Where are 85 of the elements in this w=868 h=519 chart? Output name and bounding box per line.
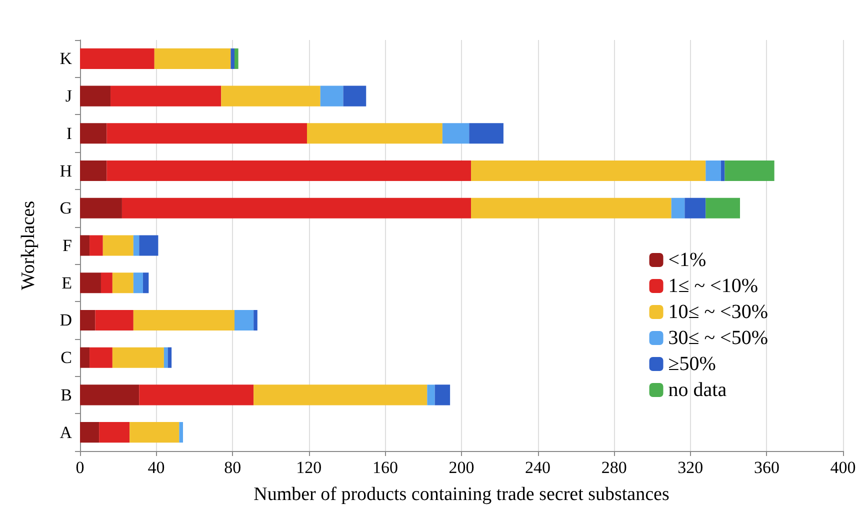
bar: [80, 347, 90, 368]
y-tick-label: J: [65, 86, 72, 106]
bar: [230, 48, 235, 69]
bar: [684, 198, 706, 218]
x-tick-label: 0: [76, 458, 84, 477]
y-tick-label: K: [60, 49, 73, 68]
bar: [102, 235, 134, 256]
bar: [90, 347, 112, 368]
bar: [706, 198, 740, 218]
bar: [221, 86, 320, 106]
bar: [142, 272, 149, 294]
x-tick-label: 360: [754, 458, 780, 477]
bar: [106, 123, 307, 144]
bar: [168, 347, 172, 368]
bar: [139, 235, 158, 256]
legend-label: 30≤ ~ <50%: [668, 327, 768, 349]
bar: [130, 422, 180, 443]
y-tick-label: F: [62, 236, 72, 255]
bar: [133, 272, 143, 294]
bar: [434, 384, 450, 406]
bar: [80, 235, 90, 256]
bar: [671, 198, 685, 218]
bar: [471, 198, 672, 218]
bar: [80, 123, 107, 144]
bar: [471, 160, 706, 182]
y-axis-title: Workplaces: [18, 200, 39, 290]
bar: [720, 160, 725, 182]
bar: [99, 422, 130, 443]
bar: [80, 422, 100, 443]
bar: [133, 310, 235, 330]
bar: [254, 384, 428, 406]
bar: [106, 160, 472, 182]
bar: [122, 198, 472, 218]
bar: [254, 310, 258, 330]
bar: [80, 310, 96, 330]
bar: [80, 160, 107, 182]
bar: [133, 235, 140, 256]
y-tick-label: E: [62, 273, 72, 292]
y-tick-label: B: [60, 385, 72, 404]
y-tick-label: G: [60, 198, 72, 218]
bar: [112, 272, 134, 294]
x-tick-label: 240: [525, 458, 551, 477]
x-tick-label: 120: [296, 458, 322, 477]
x-axis-title: Number of products containing trade secret substances: [254, 484, 670, 505]
bar: [90, 235, 103, 256]
bar: [100, 272, 112, 294]
bar: [469, 123, 504, 144]
bar: [112, 347, 164, 368]
y-tick-label: D: [60, 310, 72, 330]
legend-label: 1≤ ~ <10%: [668, 275, 758, 297]
x-tick-label: 400: [830, 458, 856, 477]
legend-label: <1%: [668, 249, 706, 271]
bar: [80, 384, 140, 406]
legend-label: no data: [668, 379, 727, 401]
y-tick-label: C: [60, 348, 72, 368]
bar: [139, 384, 254, 406]
legend-label: ≥50%: [668, 353, 716, 375]
bar: [95, 310, 134, 330]
x-tick-label: 80: [224, 458, 242, 477]
y-tick-label: H: [60, 161, 72, 180]
bar: [80, 272, 101, 294]
y-tick-label: A: [60, 422, 73, 442]
bar: [80, 48, 154, 69]
bar: [234, 310, 254, 330]
bar: [442, 123, 470, 144]
bar: [427, 384, 435, 406]
bar: [343, 86, 366, 106]
bar: [110, 86, 222, 106]
bar: [306, 123, 442, 144]
bar: [320, 86, 344, 106]
legend-label: 10≤ ~ <30%: [668, 301, 768, 323]
bar: [80, 198, 122, 218]
bar: [706, 160, 721, 182]
bar: [80, 86, 111, 106]
x-tick-label: 40: [148, 458, 165, 477]
y-tick-label: I: [66, 124, 72, 143]
bar: [164, 347, 168, 368]
bar: [234, 48, 238, 69]
x-tick-label: 160: [372, 458, 398, 477]
x-tick-label: 320: [678, 458, 704, 477]
bar: [724, 160, 774, 182]
bar: [179, 422, 184, 443]
x-tick-label: 200: [448, 458, 474, 477]
x-tick-label: 280: [601, 458, 627, 477]
bar: [154, 48, 231, 69]
